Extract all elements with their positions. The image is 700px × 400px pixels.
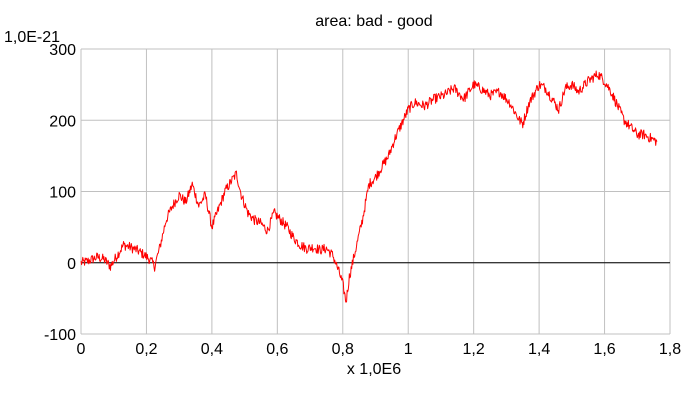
y-tick-label: 0 bbox=[67, 256, 76, 273]
series-line bbox=[80, 70, 658, 303]
x-tick-label: 0,6 bbox=[266, 341, 288, 358]
x-tick-label: 0 bbox=[77, 341, 86, 358]
series-layer bbox=[80, 70, 658, 303]
x-tick-label: 1,4 bbox=[528, 341, 550, 358]
x-tick-label: 0,2 bbox=[135, 341, 157, 358]
x-axis-label: x 1,0E6 bbox=[347, 361, 401, 378]
x-tick-label: 1,8 bbox=[659, 341, 681, 358]
y-axis-unit-label: 1,0E-21 bbox=[4, 29, 60, 46]
x-tick-label: 0,4 bbox=[201, 341, 223, 358]
y-tick-label: 100 bbox=[49, 185, 76, 202]
x-tick-label: 1,6 bbox=[593, 341, 615, 358]
y-tick-label: -100 bbox=[44, 327, 76, 344]
x-tick-label: 0,8 bbox=[332, 341, 354, 358]
y-axis-ticks: -100 0 100 200 300 bbox=[44, 42, 76, 344]
x-tick-label: 1,2 bbox=[463, 341, 485, 358]
y-tick-label: 200 bbox=[49, 113, 76, 130]
x-axis-ticks: 0 0,2 0,4 0,6 0,8 1 1,2 1,4 1,6 1,8 bbox=[77, 341, 682, 358]
x-tick-label: 1 bbox=[404, 341, 413, 358]
chart-title: area: bad - good bbox=[315, 13, 432, 30]
y-tick-label: 300 bbox=[49, 42, 76, 59]
